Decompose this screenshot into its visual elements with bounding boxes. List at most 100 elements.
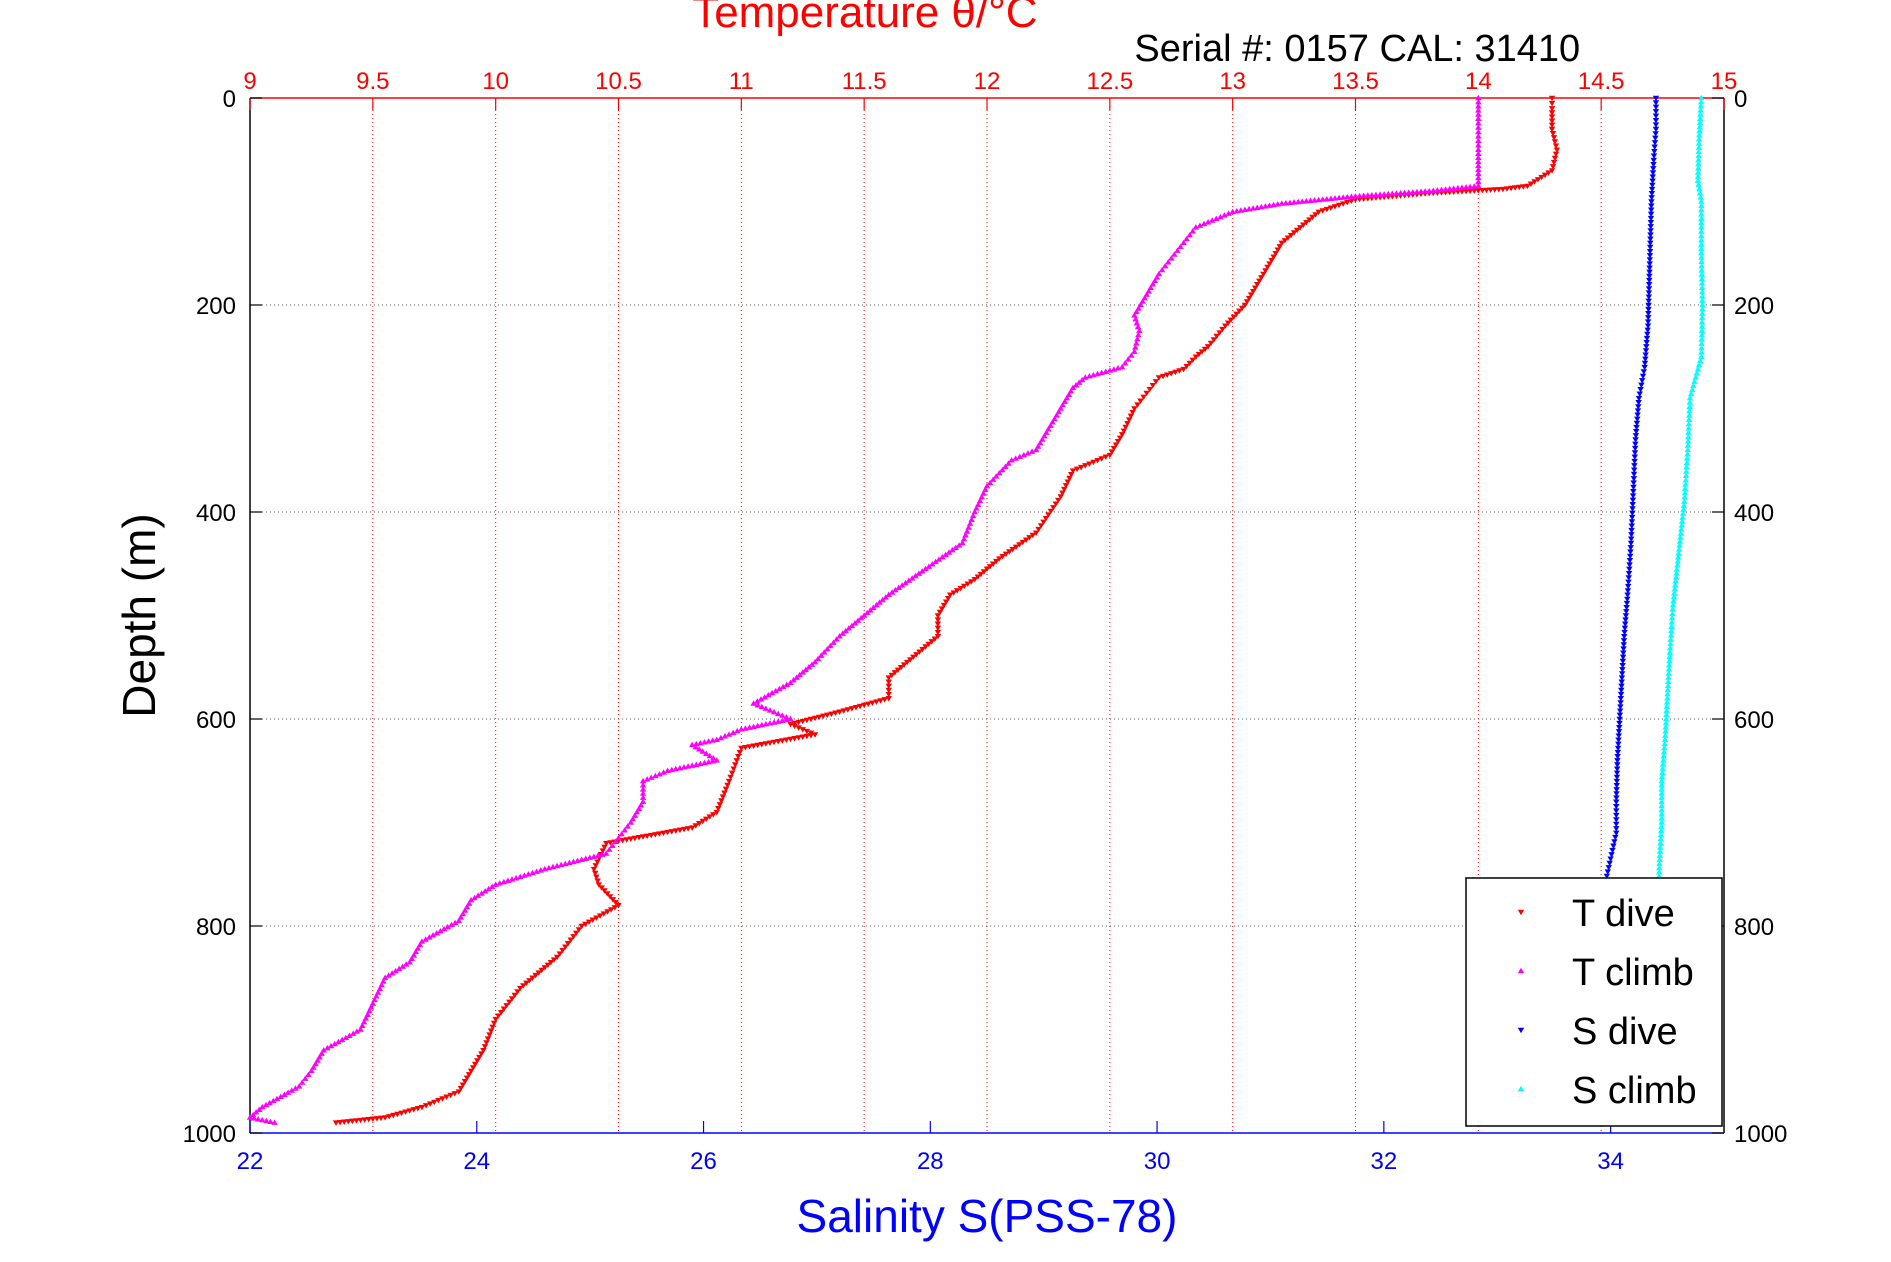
t-climb-point [1131,312,1138,318]
salinity-tick-label: 22 [237,1148,264,1175]
legend-marker-t-dive [1517,909,1525,916]
t-climb-marker [1454,184,1462,191]
t-climb-marker [263,1117,270,1124]
s-climb-point [1666,653,1673,660]
t-dive-marker [999,553,1006,560]
t-dive-marker [1098,456,1105,462]
t-dive-marker [1210,337,1218,343]
t-climb-marker [915,570,923,576]
t-dive-marker [575,927,583,933]
s-dive-point [1652,95,1660,102]
t-climb-marker [1299,198,1306,204]
t-climb-marker [1204,219,1212,225]
t-dive-marker [1035,526,1042,533]
s-dive-marker [1639,373,1647,380]
t-dive-marker [598,885,605,891]
s-climb-marker [1685,420,1693,427]
s-dive-marker [1603,873,1611,880]
t-climb-marker [929,561,936,567]
t-climb-marker [1094,370,1101,377]
t-dive-marker [718,798,725,804]
t-climb-marker [830,639,837,645]
t-climb-marker [734,727,741,734]
s-climb-point [1661,736,1669,742]
s-climb-marker [1664,690,1671,697]
t-dive-marker [1026,535,1033,541]
s-climb-marker [1696,190,1704,196]
t-climb-marker [1446,185,1453,192]
t-climb-marker [288,1087,295,1093]
t-climb-point [959,539,966,546]
s-dive-marker [1614,754,1621,760]
t-dive-marker [451,1091,458,1097]
s-dive-marker [1650,153,1658,159]
t-dive-marker [1022,537,1030,543]
s-dive-point [1635,395,1643,402]
t-climb-marker [1183,235,1190,242]
t-dive-marker [1073,466,1081,473]
t-climb-marker [1059,401,1066,408]
t-climb-marker [1121,360,1129,366]
s-climb-marker [1698,245,1705,252]
s-dive-marker [1630,476,1638,482]
t-climb-marker [1393,190,1400,196]
t-dive-point [1548,168,1556,174]
s-climb-marker [1669,610,1676,617]
t-dive-marker [1125,417,1133,423]
t-climb-marker [1145,288,1152,294]
t-dive-marker [1012,544,1020,551]
t-climb-point [738,726,745,732]
s-dive-marker [1650,166,1657,172]
t-climb-marker [1475,166,1482,173]
t-climb-marker [774,710,782,717]
t-climb-point [787,679,794,686]
t-climb-point [455,917,463,924]
s-dive-point [1618,675,1626,681]
s-dive-marker [1635,404,1642,410]
t-dive-marker [1120,428,1128,434]
t-dive-marker [795,725,802,731]
s-dive-marker [1627,545,1634,551]
s-climb-marker [1674,562,1681,568]
t-dive-marker [934,617,942,623]
t-climb-marker [545,864,553,871]
t-climb-marker [525,871,532,877]
t-dive-marker [1042,515,1050,522]
s-climb-point [1664,695,1671,701]
t-dive-marker [1112,442,1120,448]
s-climb-marker [1698,219,1705,226]
t-climb-marker [1344,193,1351,200]
s-dive-marker [1647,215,1655,222]
s-climb-marker [1661,744,1668,751]
t-climb-marker [1208,217,1216,223]
t-climb-marker [919,568,926,574]
t-dive-marker [601,844,608,851]
t-climb-marker [633,808,641,815]
t-dive-point [1254,282,1261,288]
s-climb-marker [1683,455,1691,461]
s-climb-marker [1681,489,1689,496]
t-climb-marker [488,883,496,890]
t-climb-marker [762,705,770,711]
s-climb-marker [1696,357,1704,364]
t-climb-marker [1475,119,1482,126]
t-climb-point [787,715,794,722]
s-climb-marker [1685,425,1692,431]
s-dive-marker [1631,463,1638,469]
t-climb-marker [270,1097,277,1104]
s-dive-marker [1648,203,1655,209]
t-climb-marker [814,655,822,662]
s-climb-marker [1678,526,1685,532]
t-dive-marker [1548,110,1556,116]
t-dive-marker [556,951,564,957]
t-climb-point [1475,94,1482,101]
s-climb-marker [1698,262,1705,269]
t-dive-marker [457,1085,465,1092]
s-climb-marker [1679,514,1686,520]
s-climb-marker [1663,703,1671,709]
t-climb-marker [342,1034,350,1041]
t-dive-marker [1272,251,1279,257]
s-dive-marker [1631,458,1638,465]
t-climb-point [1229,208,1236,215]
s-dive-point [1632,437,1639,443]
